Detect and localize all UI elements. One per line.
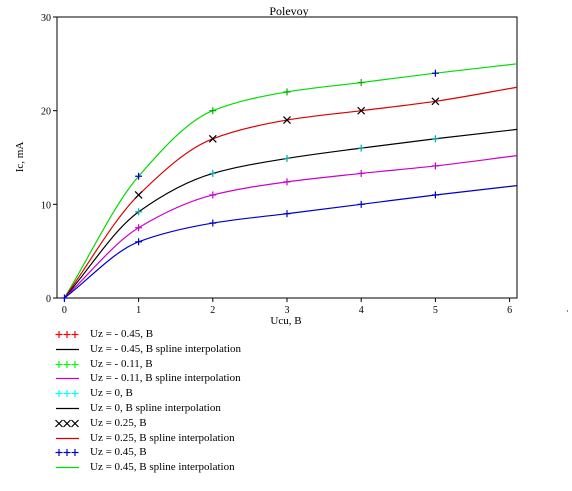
- legend-item: Uz = 0.45, B spline interpolation: [54, 460, 384, 475]
- data-point-x-marker: [55, 419, 63, 428]
- legend-label: Uz = 0.45, B: [90, 446, 147, 459]
- series-line: [64, 155, 518, 299]
- data-point-plus-marker: [209, 169, 217, 177]
- legend-marker-swatch: [54, 357, 80, 372]
- data-point-plus-marker: [357, 144, 365, 152]
- data-point-x-marker: [208, 134, 217, 143]
- legend-marker-swatch: [54, 327, 80, 342]
- data-point-x-marker: [71, 419, 79, 428]
- legend-item: Uz = - 0.45, B spline interpolation: [54, 342, 384, 357]
- legend-item: Uz = 0.45, B: [54, 445, 384, 460]
- legend-label: Uz = - 0.11, B: [90, 357, 153, 370]
- x-axis-label: Ucu, B: [270, 315, 301, 327]
- legend-line-swatch: [54, 431, 80, 446]
- legend-label: Uz = 0, B: [90, 387, 133, 400]
- legend: Uz = - 0.45, B Uz = - 0.45, B spline inte…: [54, 327, 384, 475]
- data-point-plus-marker: [283, 210, 291, 218]
- data-point-plus-marker: [55, 331, 63, 338]
- data-point-plus-marker: [63, 331, 71, 338]
- legend-item: Uz = - 0.45, B: [54, 327, 384, 342]
- data-point-plus-marker: [71, 390, 79, 398]
- x-tick-label: 5: [433, 305, 438, 316]
- data-point-plus-marker: [71, 449, 79, 457]
- data-point-plus-marker: [135, 224, 143, 232]
- legend-label: Uz = 0.45, B spline interpolation: [90, 461, 235, 474]
- data-point-x-marker: [134, 191, 143, 199]
- legend-marker-swatch: [54, 416, 80, 431]
- data-point-plus-marker: [357, 169, 365, 177]
- legend-marker-swatch: [54, 445, 80, 460]
- legend-line-swatch: [54, 401, 80, 416]
- legend-item: Uz = 0.25, B spline interpolation: [54, 431, 384, 446]
- data-point-plus-marker: [431, 162, 439, 170]
- data-point-plus-marker: [431, 135, 439, 143]
- legend-line-swatch: [54, 371, 80, 386]
- y-tick-label: 30: [41, 13, 51, 24]
- data-point-plus-marker: [55, 449, 63, 457]
- x-tick-label: 6: [507, 305, 512, 316]
- x-tick-label: 2: [210, 305, 215, 316]
- legend-item: Uz = - 0.11, B spline interpolation: [54, 371, 384, 386]
- data-point-plus-marker: [55, 360, 63, 368]
- y-tick-label: 20: [41, 107, 51, 118]
- y-tick-label: 10: [41, 200, 51, 211]
- data-point-plus-marker: [135, 172, 143, 180]
- legend-label: Uz = 0, B spline interpolation: [90, 401, 221, 414]
- legend-line-swatch: [54, 460, 80, 475]
- data-point-plus-marker: [71, 331, 79, 338]
- data-point-plus-marker: [283, 88, 291, 96]
- data-point-x-marker: [63, 419, 71, 428]
- legend-item: Uz = 0, B: [54, 386, 384, 401]
- legend-marker-swatch: [54, 386, 80, 401]
- data-point-plus-marker: [135, 238, 143, 246]
- data-point-plus-marker: [63, 390, 71, 398]
- legend-label: Uz = - 0.45, B: [90, 328, 154, 340]
- chart-title: Polevoy: [269, 4, 308, 18]
- x-tick-label: 0: [62, 305, 67, 316]
- data-point-plus-marker: [431, 69, 439, 77]
- data-point-plus-marker: [431, 191, 439, 199]
- data-point-plus-marker: [357, 200, 365, 208]
- data-point-x-marker: [357, 106, 366, 115]
- y-axis-label: Ic, mA: [14, 142, 26, 173]
- legend-label: Uz = 0.25, B: [90, 416, 147, 429]
- data-point-plus-marker: [63, 449, 71, 457]
- legend-item: Uz = 0.25, B: [54, 416, 384, 431]
- data-point-plus-marker: [209, 219, 217, 227]
- y-tick-label: 0: [46, 294, 51, 305]
- legend-line-swatch: [54, 342, 80, 357]
- data-point-plus-marker: [209, 107, 217, 115]
- data-point-plus-marker: [357, 79, 365, 87]
- data-point-plus-marker: [135, 208, 143, 216]
- x-tick-label: 3: [285, 305, 290, 316]
- data-point-plus-marker: [283, 154, 291, 162]
- data-point-plus-marker: [60, 294, 68, 302]
- data-point-plus-marker: [71, 360, 79, 368]
- legend-item: Uz = - 0.11, B: [54, 357, 384, 372]
- data-point-x-marker: [283, 116, 291, 124]
- x-tick-label: 1: [136, 305, 141, 316]
- data-point-plus-marker: [63, 360, 71, 368]
- data-point-plus-marker: [283, 178, 291, 186]
- data-point-x-marker: [431, 97, 440, 106]
- legend-item: Uz = 0, B spline interpolation: [54, 401, 384, 416]
- series-line: [63, 86, 518, 299]
- legend-label: Uz = 0.25, B spline interpolation: [90, 431, 235, 444]
- legend-label: Uz = - 0.11, B spline interpolation: [90, 372, 241, 385]
- legend-label: Uz = - 0.45, B spline interpolation: [90, 342, 242, 355]
- data-point-plus-marker: [55, 390, 63, 398]
- data-point-plus-marker: [209, 191, 217, 199]
- x-tick-label: 4: [359, 305, 364, 316]
